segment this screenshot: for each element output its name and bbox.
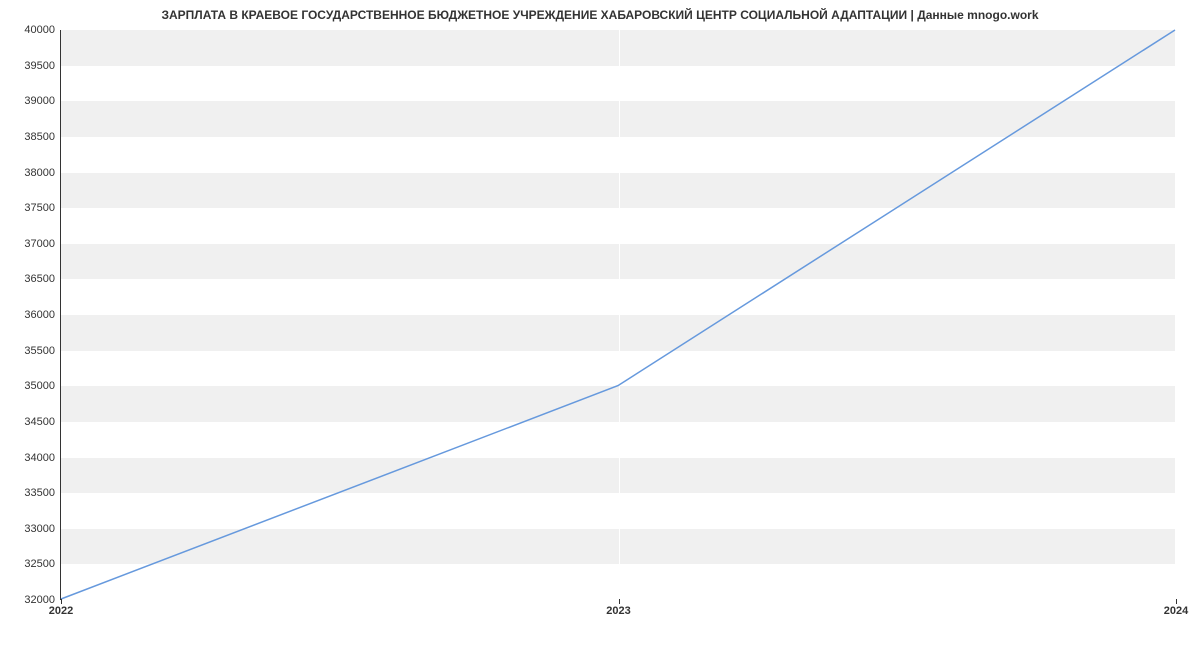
y-tick-label: 39000 [24,95,55,107]
y-tick-label: 34000 [24,452,55,464]
y-tick-label: 39500 [24,60,55,72]
line-series [61,30,1175,599]
y-tick-label: 36000 [24,309,55,321]
y-tick-label: 38000 [24,167,55,179]
plot-area: 3200032500330003350034000345003500035500… [60,30,1175,600]
chart-title: ЗАРПЛАТА В КРАЕВОЕ ГОСУДАРСТВЕННОЕ БЮДЖЕ… [0,8,1200,22]
y-tick-label: 37500 [24,202,55,214]
line-series-svg [61,30,1175,599]
x-gridline [1176,30,1177,599]
y-tick-label: 32500 [24,558,55,570]
x-tick-mark [61,599,62,604]
y-tick-label: 38500 [24,131,55,143]
y-tick-label: 33000 [24,523,55,535]
x-tick-label: 2024 [1164,605,1188,617]
y-tick-label: 36500 [24,273,55,285]
y-tick-label: 35500 [24,345,55,357]
y-tick-label: 33500 [24,487,55,499]
y-tick-label: 37000 [24,238,55,250]
y-tick-label: 34500 [24,416,55,428]
x-tick-mark [619,599,620,604]
y-tick-label: 35000 [24,380,55,392]
x-tick-mark [1176,599,1177,604]
x-tick-label: 2023 [606,605,630,617]
y-tick-label: 40000 [24,24,55,36]
x-tick-label: 2022 [49,605,73,617]
